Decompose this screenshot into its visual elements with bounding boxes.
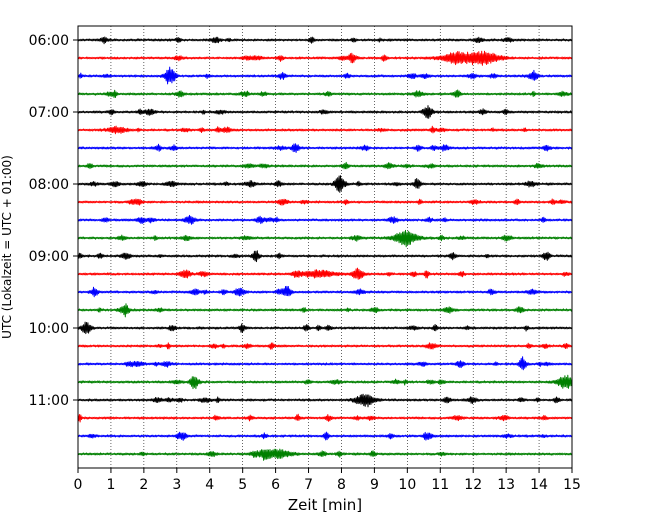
y-tick-label-5: 11:00	[29, 393, 69, 409]
trace-13	[77, 267, 573, 280]
trace-4	[77, 105, 573, 119]
y-tick-label-3: 09:00	[29, 249, 69, 265]
trace-22	[77, 431, 573, 441]
x-tick-label-15: 15	[563, 477, 581, 493]
y-tick-label-1: 07:00	[29, 105, 69, 121]
trace-11	[77, 229, 573, 248]
trace-8	[77, 175, 573, 193]
x-tick-label-4: 4	[205, 477, 214, 493]
traces	[77, 36, 573, 461]
x-tick-label-2: 2	[139, 477, 148, 493]
x-tick-label-10: 10	[398, 477, 416, 493]
trace-7	[77, 161, 573, 170]
trace-21	[77, 413, 573, 423]
trace-2	[77, 66, 573, 85]
x-tick-label-6: 6	[271, 477, 280, 493]
trace-3	[77, 89, 573, 98]
trace-9	[77, 198, 573, 206]
x-tick-label-14: 14	[530, 477, 548, 493]
x-tick-label-1: 1	[106, 477, 115, 493]
x-tick-label-0: 0	[74, 477, 83, 493]
trace-23	[77, 448, 573, 461]
trace-5	[77, 125, 573, 135]
trace-10	[77, 214, 573, 225]
y-axis: 06:00 07:00 08:00 09:00 10:00 11:00	[29, 33, 78, 409]
x-axis: 0 1 2 3 4 5 6 7 8 9 10 11 12 13 14 15	[74, 468, 581, 493]
y-tick-label-2: 08:00	[29, 177, 69, 193]
x-axis-label: Zeit [min]	[288, 496, 362, 514]
plot-frame	[77, 25, 573, 469]
trace-17	[77, 342, 573, 350]
trace-16	[77, 321, 573, 335]
x-tick-label-5: 5	[238, 477, 247, 493]
trace-18	[77, 356, 573, 371]
x-tick-label-7: 7	[304, 477, 313, 493]
x-tick-label-9: 9	[370, 477, 379, 493]
y-axis-label: UTC (Lokalzeit = UTC + 01:00)	[0, 155, 14, 339]
y-tick-label-4: 10:00	[29, 321, 69, 337]
trace-20	[77, 393, 573, 408]
trace-14	[77, 285, 573, 298]
y-tick-label-0: 06:00	[29, 33, 69, 49]
x-tick-label-8: 8	[337, 477, 346, 493]
trace-15	[77, 303, 573, 318]
trace-12	[77, 250, 573, 263]
x-tick-label-11: 11	[431, 477, 449, 493]
trace-6	[77, 143, 573, 153]
x-tick-label-13: 13	[497, 477, 515, 493]
x-tick-label-12: 12	[464, 477, 482, 493]
trace-1	[77, 50, 573, 66]
x-tick-label-3: 3	[172, 477, 181, 493]
trace-0	[77, 36, 573, 45]
trace-19	[77, 374, 573, 390]
